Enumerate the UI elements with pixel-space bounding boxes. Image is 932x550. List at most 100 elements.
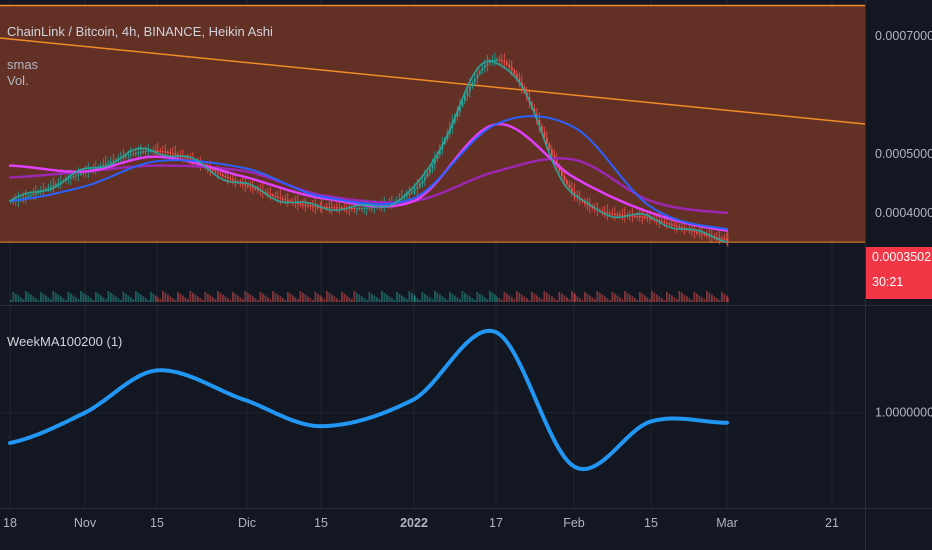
candle-body <box>566 180 568 185</box>
indicator-legend-label[interactable]: WeekMA100200 (1) <box>7 334 123 349</box>
candle-body <box>100 165 102 167</box>
volume-bar <box>137 292 140 302</box>
volume-bar <box>42 293 45 302</box>
candle-body <box>646 217 649 219</box>
volume-bar <box>471 298 474 302</box>
candle-body <box>501 59 503 62</box>
candle-body <box>254 188 257 190</box>
volume-bar <box>312 300 314 302</box>
volume-bar <box>259 291 262 302</box>
smas-legend-label[interactable]: smas <box>7 57 39 72</box>
candle-body <box>184 157 187 159</box>
candle-body <box>341 207 343 209</box>
candle-body <box>249 186 252 188</box>
candle-body <box>403 196 406 198</box>
volume-bar <box>561 293 563 302</box>
volume-bar <box>454 295 456 302</box>
candle-body <box>282 198 284 200</box>
volume-bar <box>391 298 393 302</box>
volume-bar <box>237 295 239 302</box>
candle-body <box>314 206 317 208</box>
volume-bar <box>568 299 571 302</box>
sma-purple-line <box>8 157 729 215</box>
volume-bar <box>110 292 112 302</box>
candle-body <box>456 111 459 117</box>
candle-body <box>606 212 609 214</box>
volume-bar <box>55 292 57 302</box>
volume-bar <box>321 297 323 302</box>
time-tick-label: Nov <box>74 516 97 530</box>
candle-body <box>45 188 47 190</box>
candle-body <box>678 226 681 228</box>
volume-bar <box>444 298 446 302</box>
candle-body <box>70 177 72 179</box>
candle-body <box>331 207 333 209</box>
candle-body <box>112 160 115 162</box>
time-tick-label: Feb <box>563 516 585 530</box>
candle-body <box>701 233 703 235</box>
candle-body <box>476 74 479 79</box>
candle-body <box>614 213 616 216</box>
volume-bar <box>140 294 142 302</box>
candle-body <box>484 65 486 68</box>
candle-body <box>284 199 287 201</box>
candle-body <box>80 173 82 175</box>
volume-bar <box>601 294 604 302</box>
volume-bar <box>328 292 331 302</box>
candle-body <box>333 207 336 209</box>
volume-legend-label[interactable]: Vol. <box>7 73 29 88</box>
volume-bar <box>274 292 277 302</box>
volume-bar <box>653 292 656 302</box>
volume-bar <box>459 299 461 302</box>
symbol-title[interactable]: ChainLink / Bitcoin, 4h, BINANCE, Heikin… <box>7 24 273 39</box>
volume-bar <box>115 296 117 302</box>
price-axis-labels[interactable]: 0.0007000 0.0005000 0.0004000 1.0000000 <box>875 29 932 420</box>
volume-bar <box>469 296 471 302</box>
volume-bar <box>619 297 621 302</box>
volume-bar <box>35 298 37 302</box>
volume-bar <box>513 299 516 302</box>
volume-bar <box>217 291 219 302</box>
volume-bar <box>17 295 20 302</box>
volume-bar <box>294 297 297 302</box>
descending-trendline <box>0 37 866 125</box>
volume-bar <box>50 299 52 302</box>
candle-body <box>351 207 353 210</box>
volume-bar <box>142 296 145 302</box>
candle-body <box>634 215 636 217</box>
volume-bar <box>207 293 209 302</box>
candle-body <box>348 207 351 210</box>
volume-bar <box>381 291 383 302</box>
candle-body <box>269 193 272 196</box>
volume-bar <box>179 293 182 302</box>
candle-body <box>142 151 145 153</box>
volume-bar <box>326 291 328 302</box>
candle-body <box>227 177 229 179</box>
volume-bar <box>576 296 579 302</box>
volume-bar <box>406 299 408 302</box>
volume-bar <box>424 293 426 302</box>
time-axis-labels[interactable]: 18 Nov 15 Dic 15 2022 17 Feb 15 Mar 21 <box>3 516 839 530</box>
candle-body <box>174 153 177 155</box>
volume-bar <box>466 294 469 302</box>
volume-bar <box>611 291 614 302</box>
volume-bar <box>331 294 333 302</box>
volume-bar <box>383 292 386 302</box>
volume-bar <box>30 294 32 302</box>
volume-bar <box>658 296 661 302</box>
volume-bar <box>152 293 155 302</box>
volume-bar <box>574 294 576 302</box>
volume-bar <box>726 295 728 302</box>
volume-bar <box>269 299 272 302</box>
last-price-badge: 0.0003502 30:21 <box>866 247 932 299</box>
volume-bar <box>721 291 723 302</box>
candle-body <box>212 169 214 171</box>
candle-body <box>274 195 277 197</box>
candle-body <box>363 207 366 209</box>
volume-bar <box>60 296 62 302</box>
volume-bar <box>122 291 125 302</box>
volume-bar <box>182 295 184 302</box>
volume-bar <box>20 297 22 302</box>
candle-body <box>431 164 434 169</box>
